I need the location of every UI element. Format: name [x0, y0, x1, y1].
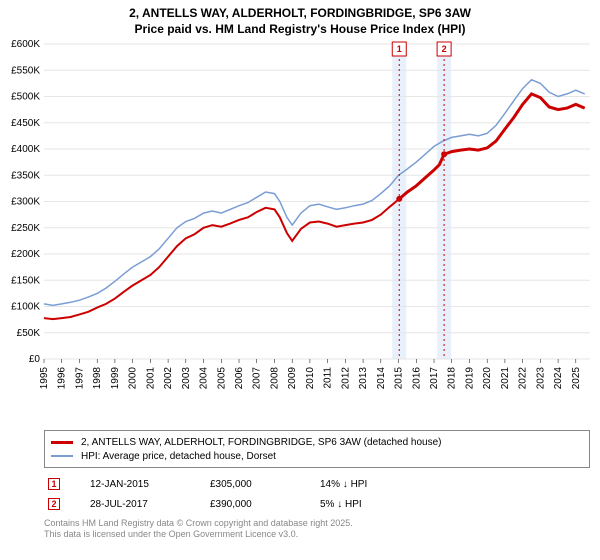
- sale-price: £390,000: [210, 499, 320, 510]
- svg-text:2004: 2004: [199, 367, 210, 390]
- sale-date: 12-JAN-2015: [90, 479, 210, 490]
- legend-label: HPI: Average price, detached house, Dors…: [81, 451, 276, 462]
- svg-text:2021: 2021: [500, 367, 511, 390]
- svg-text:2020: 2020: [482, 367, 493, 390]
- footer-line: Contains HM Land Registry data © Crown c…: [44, 518, 353, 529]
- chart-container: 2, ANTELLS WAY, ALDERHOLT, FORDINGBRIDGE…: [0, 0, 600, 560]
- svg-text:1997: 1997: [74, 367, 85, 390]
- svg-text:£200K: £200K: [11, 249, 40, 260]
- svg-text:2019: 2019: [464, 367, 475, 390]
- svg-text:2014: 2014: [376, 367, 387, 390]
- svg-text:£400K: £400K: [11, 144, 40, 155]
- legend-label: 2, ANTELLS WAY, ALDERHOLT, FORDINGBRIDGE…: [81, 437, 442, 448]
- svg-text:2013: 2013: [358, 367, 369, 390]
- svg-text:2008: 2008: [269, 367, 280, 390]
- svg-text:£50K: £50K: [17, 328, 41, 339]
- svg-text:2022: 2022: [518, 367, 529, 390]
- title-block: 2, ANTELLS WAY, ALDERHOLT, FORDINGBRIDGE…: [0, 0, 600, 39]
- svg-text:2000: 2000: [128, 367, 139, 390]
- legend: 2, ANTELLS WAY, ALDERHOLT, FORDINGBRIDGE…: [44, 430, 590, 468]
- legend-row: HPI: Average price, detached house, Dors…: [51, 449, 583, 463]
- svg-text:£250K: £250K: [11, 223, 40, 234]
- sale-date: 28-JUL-2017: [90, 499, 210, 510]
- svg-text:£450K: £450K: [11, 118, 40, 129]
- svg-text:£0: £0: [29, 354, 41, 365]
- svg-text:2: 2: [442, 44, 447, 54]
- svg-text:£350K: £350K: [11, 170, 40, 181]
- footer-line: This data is licensed under the Open Gov…: [44, 529, 353, 540]
- sales-table: 1 12-JAN-2015 £305,000 14% ↓ HPI 2 28-JU…: [44, 474, 590, 514]
- svg-text:2017: 2017: [429, 367, 440, 390]
- svg-text:£550K: £550K: [11, 65, 40, 76]
- svg-text:2012: 2012: [340, 367, 351, 390]
- sales-row: 2 28-JUL-2017 £390,000 5% ↓ HPI: [44, 494, 590, 514]
- sale-marker-box: 1: [48, 478, 60, 490]
- sale-marker-box: 2: [48, 498, 60, 510]
- svg-text:2010: 2010: [305, 367, 316, 390]
- svg-text:1996: 1996: [57, 367, 68, 390]
- svg-text:2003: 2003: [181, 367, 192, 390]
- sale-delta: 5% ↓ HPI: [320, 499, 430, 510]
- svg-text:2015: 2015: [394, 367, 405, 390]
- sales-row: 1 12-JAN-2015 £305,000 14% ↓ HPI: [44, 474, 590, 494]
- svg-text:2023: 2023: [535, 367, 546, 390]
- svg-text:£600K: £600K: [11, 39, 40, 50]
- svg-text:2006: 2006: [234, 367, 245, 390]
- title-subtitle: Price paid vs. HM Land Registry's House …: [0, 22, 600, 38]
- title-address: 2, ANTELLS WAY, ALDERHOLT, FORDINGBRIDGE…: [0, 6, 600, 22]
- svg-text:2002: 2002: [163, 367, 174, 390]
- svg-text:2016: 2016: [411, 367, 422, 390]
- svg-text:2011: 2011: [323, 367, 334, 389]
- svg-text:2001: 2001: [145, 367, 156, 390]
- svg-text:1: 1: [397, 44, 402, 54]
- legend-row: 2, ANTELLS WAY, ALDERHOLT, FORDINGBRIDGE…: [51, 435, 583, 449]
- svg-text:£150K: £150K: [11, 275, 40, 286]
- svg-text:2009: 2009: [287, 367, 298, 390]
- svg-text:1999: 1999: [110, 367, 121, 390]
- legend-swatch-red: [51, 441, 73, 444]
- svg-text:2005: 2005: [216, 367, 227, 390]
- svg-text:2024: 2024: [553, 367, 564, 390]
- svg-text:2007: 2007: [252, 367, 263, 390]
- sale-price: £305,000: [210, 479, 320, 490]
- legend-swatch-blue: [51, 455, 73, 457]
- chart-area: £0£50K£100K£150K£200K£250K£300K£350K£400…: [44, 44, 590, 394]
- svg-text:£100K: £100K: [11, 302, 40, 313]
- svg-text:1998: 1998: [92, 367, 103, 390]
- svg-text:£500K: £500K: [11, 92, 40, 103]
- chart-svg: £0£50K£100K£150K£200K£250K£300K£350K£400…: [44, 44, 590, 394]
- svg-text:1995: 1995: [39, 367, 50, 390]
- svg-text:2025: 2025: [571, 367, 582, 390]
- sale-delta: 14% ↓ HPI: [320, 479, 430, 490]
- svg-text:2018: 2018: [447, 367, 458, 390]
- svg-text:£300K: £300K: [11, 197, 40, 208]
- footer: Contains HM Land Registry data © Crown c…: [44, 518, 353, 541]
